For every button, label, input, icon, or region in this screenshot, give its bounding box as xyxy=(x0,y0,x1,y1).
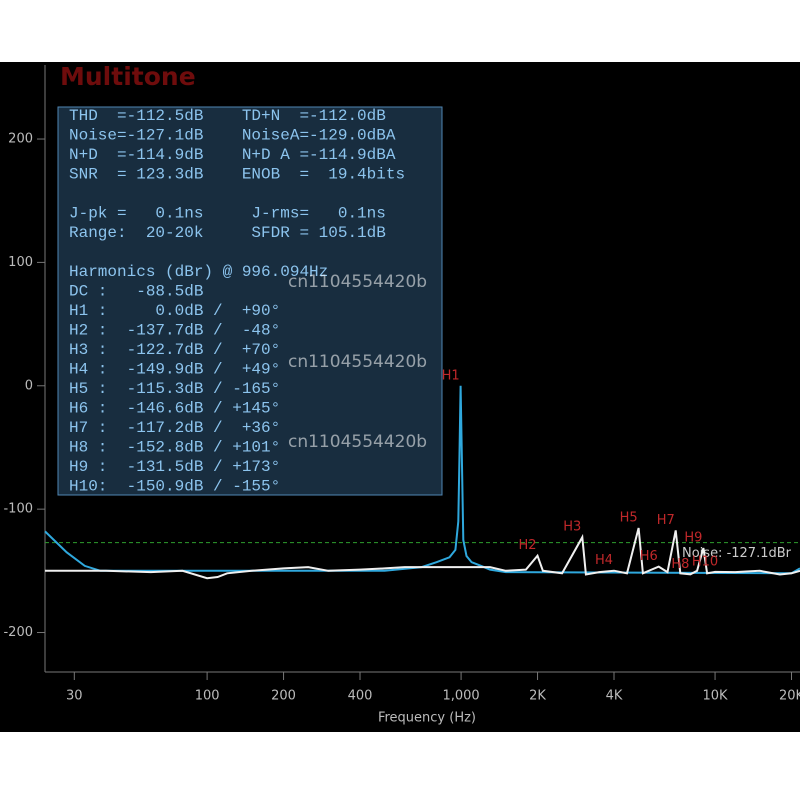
stats-line: H4 : -149.9dB / +49° xyxy=(69,361,280,379)
stats-line: H7 : -117.2dB / +36° xyxy=(69,419,280,437)
watermark: cn1104554420b xyxy=(288,352,427,372)
harmonic-label: H9 xyxy=(684,531,702,546)
x-tick-label: 200 xyxy=(271,689,296,704)
y-tick-label: 0 xyxy=(25,378,33,393)
x-tick-label: 20K xyxy=(779,689,800,704)
x-tick-label: 4K xyxy=(606,689,623,704)
noise-label: Noise: -127.1dBr xyxy=(682,546,792,561)
harmonic-label: H7 xyxy=(657,513,675,528)
stats-line: N+D =-114.9dB N+D A =-114.9dBA xyxy=(69,146,396,164)
x-tick-label: 30 xyxy=(66,689,83,704)
x-tick-label: 10K xyxy=(703,689,729,704)
stats-line: H2 : -137.7dB / -48° xyxy=(69,322,280,340)
y-tick-label: -100 xyxy=(3,502,33,517)
stats-line: DC : -88.5dB xyxy=(69,283,203,301)
x-tick-label: 1,000 xyxy=(442,689,479,704)
stats-line: H10: -150.9dB / -155° xyxy=(69,478,280,496)
stats-line: Range: 20-20k SFDR = 105.1dB xyxy=(69,224,386,242)
harmonic-label: H8 xyxy=(671,557,689,572)
harmonic-label: H5 xyxy=(620,511,638,526)
watermark: cn1104554420b xyxy=(288,432,427,452)
watermark: cn1104554420b xyxy=(288,272,427,292)
stats-line: H9 : -131.5dB / +173° xyxy=(69,458,280,476)
y-tick-label: -200 xyxy=(3,625,33,640)
spectrum-line xyxy=(45,527,800,580)
stats-line: Harmonics (dBr) @ 996.094Hz xyxy=(69,263,328,281)
stats-line: H8 : -152.8dB / +101° xyxy=(69,439,280,457)
stats-panel xyxy=(57,106,443,496)
screen-background xyxy=(0,62,800,732)
x-tick-label: 400 xyxy=(348,689,373,704)
harmonic-label: H1 xyxy=(442,368,460,383)
stats-line: J-pk = 0.1ns J-rms= 0.1ns xyxy=(69,205,386,223)
y-tick-label: 100 xyxy=(8,255,33,270)
stats-line: THD =-112.5dB TD+N =-112.0dB xyxy=(69,107,386,125)
chart-title: Multitone xyxy=(60,62,196,91)
harmonic-label: H3 xyxy=(563,520,581,535)
spectrum-line xyxy=(44,385,800,575)
stats-line: H1 : 0.0dB / +90° xyxy=(69,302,280,320)
stats-line: Noise=-127.1dB NoiseA=-129.0dBA xyxy=(69,127,396,145)
stats-line: SNR = 123.3dB ENOB = 19.4bits xyxy=(69,166,405,184)
x-tick-label: 100 xyxy=(195,689,220,704)
stats-line: H3 : -122.7dB / +70° xyxy=(69,341,280,359)
x-tick-label: 2K xyxy=(529,689,546,704)
harmonic-label: H4 xyxy=(595,553,613,568)
stats-line: H6 : -146.6dB / +145° xyxy=(69,400,280,418)
x-axis-label: Frequency (Hz) xyxy=(378,711,476,726)
harmonic-label: H6 xyxy=(640,549,658,564)
harmonic-label: H10 xyxy=(692,554,718,569)
stats-line: H5 : -115.3dB / -165° xyxy=(69,380,280,398)
y-tick-label: 200 xyxy=(8,132,33,147)
harmonic-label: H2 xyxy=(519,538,537,553)
